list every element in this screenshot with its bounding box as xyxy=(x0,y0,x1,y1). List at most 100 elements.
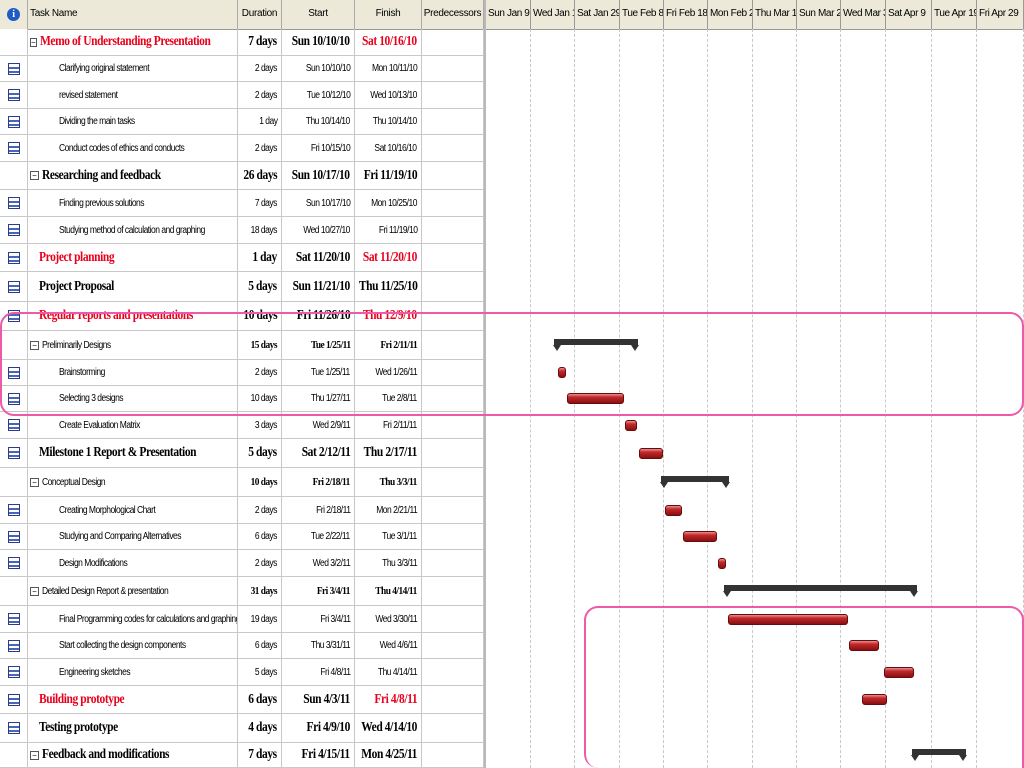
predecessors-cell[interactable] xyxy=(422,29,484,55)
task-row[interactable]: Regular reports and presentations 10 days… xyxy=(0,302,484,331)
duration-cell[interactable]: 2 days xyxy=(238,135,282,161)
finish-cell[interactable]: Wed 4/6/11 xyxy=(355,633,422,658)
task-row[interactable]: − Memo of Understanding Presentation 7 day… xyxy=(0,29,484,56)
predecessors-cell[interactable] xyxy=(422,135,484,161)
start-cell[interactable]: Fri 4/9/10 xyxy=(282,714,355,742)
task-name-cell[interactable]: Creating Morphological Chart xyxy=(28,497,238,523)
task-bar[interactable] xyxy=(639,448,663,459)
predecessors-cell[interactable] xyxy=(422,743,484,767)
task-name-cell[interactable]: Create Evaluation Matrix xyxy=(28,412,238,438)
start-cell[interactable]: Sun 4/3/11 xyxy=(282,686,355,713)
duration-cell[interactable]: 26 days xyxy=(238,162,282,189)
finish-column-header[interactable]: Finish xyxy=(355,0,422,29)
task-name-column-header[interactable]: Task Name xyxy=(28,0,238,29)
task-note-icon[interactable] xyxy=(7,251,20,264)
task-note-icon[interactable] xyxy=(7,639,20,652)
task-row[interactable]: Create Evaluation Matrix 3 days Wed 2/9/11… xyxy=(0,412,484,439)
duration-cell[interactable]: 7 days xyxy=(238,190,282,216)
duration-cell[interactable]: 18 days xyxy=(238,217,282,243)
task-name-cell[interactable]: Conduct codes of ethics and conducts xyxy=(28,135,238,161)
task-row[interactable]: Project planning 1 day Sat 11/20/10 Sat 11/… xyxy=(0,244,484,272)
start-cell[interactable]: Wed 3/2/11 xyxy=(282,550,355,576)
task-name-cell[interactable]: Testing prototype xyxy=(28,714,238,742)
finish-cell[interactable]: Wed 3/30/11 xyxy=(355,606,422,632)
task-row[interactable]: − Feedback and modifications 7 days Fri 4/1… xyxy=(0,743,484,768)
start-cell[interactable]: Tue 2/22/11 xyxy=(282,524,355,549)
task-name-cell[interactable]: − Conceptual Design xyxy=(28,468,238,496)
duration-cell[interactable]: 10 days xyxy=(238,468,282,496)
task-name-cell[interactable]: Start collecting the design components xyxy=(28,633,238,658)
duration-cell[interactable]: 4 days xyxy=(238,714,282,742)
task-row[interactable]: Selecting 3 designs 10 days Thu 1/27/11 Tue… xyxy=(0,386,484,412)
start-cell[interactable]: Tue 1/25/11 xyxy=(282,360,355,385)
predecessors-cell[interactable] xyxy=(422,272,484,301)
duration-cell[interactable]: 2 days xyxy=(238,497,282,523)
task-name-cell[interactable]: Regular reports and presentations xyxy=(28,302,238,330)
start-cell[interactable]: Sun 11/21/10 xyxy=(282,272,355,301)
task-row[interactable]: Dividing the main tasks 1 day Thu 10/14/10… xyxy=(0,109,484,135)
duration-cell[interactable]: 10 days xyxy=(238,302,282,330)
finish-cell[interactable]: Thu 2/17/11 xyxy=(355,439,422,467)
task-row[interactable]: Conduct codes of ethics and conducts 2 da… xyxy=(0,135,484,162)
predecessors-cell[interactable] xyxy=(422,439,484,467)
start-cell[interactable]: Fri 11/26/10 xyxy=(282,302,355,330)
finish-cell[interactable]: Tue 3/1/11 xyxy=(355,524,422,549)
task-note-icon[interactable] xyxy=(7,722,20,734)
task-name-cell[interactable]: − Preliminarily Designs xyxy=(28,331,238,359)
start-cell[interactable]: Fri 4/15/11 xyxy=(282,743,355,767)
summary-bar[interactable] xyxy=(553,339,639,351)
finish-cell[interactable]: Fri 4/8/11 xyxy=(355,686,422,713)
duration-cell[interactable]: 15 days xyxy=(238,331,282,359)
start-cell[interactable]: Sun 10/17/10 xyxy=(282,190,355,216)
predecessors-cell[interactable] xyxy=(422,497,484,523)
task-note-icon[interactable] xyxy=(7,89,20,101)
finish-cell[interactable]: Thu 4/14/11 xyxy=(355,577,422,605)
start-cell[interactable]: Fri 3/4/11 xyxy=(282,577,355,605)
predecessors-cell[interactable] xyxy=(422,109,484,134)
predecessors-cell[interactable] xyxy=(422,244,484,271)
finish-cell[interactable]: Mon 10/11/10 xyxy=(355,56,422,81)
task-row[interactable]: Studying and Comparing Alternatives 6 day… xyxy=(0,524,484,550)
task-row[interactable]: Testing prototype 4 days Fri 4/9/10 Wed 4/1… xyxy=(0,714,484,743)
start-cell[interactable]: Fri 10/15/10 xyxy=(282,135,355,161)
finish-cell[interactable]: Thu 4/14/11 xyxy=(355,659,422,685)
start-cell[interactable]: Sun 10/17/10 xyxy=(282,162,355,189)
start-cell[interactable]: Sat 2/12/11 xyxy=(282,439,355,467)
predecessors-cell[interactable] xyxy=(422,524,484,549)
duration-cell[interactable]: 6 days xyxy=(238,633,282,658)
task-note-icon[interactable] xyxy=(7,666,20,678)
task-name-cell[interactable]: Studying and Comparing Alternatives xyxy=(28,524,238,549)
start-cell[interactable]: Wed 10/27/10 xyxy=(282,217,355,243)
finish-cell[interactable]: Tue 2/8/11 xyxy=(355,386,422,411)
task-bar[interactable] xyxy=(683,531,717,542)
predecessors-cell[interactable] xyxy=(422,633,484,658)
task-bar[interactable] xyxy=(558,367,566,378)
task-note-icon[interactable] xyxy=(7,693,20,706)
task-row[interactable]: − Researching and feedback 26 days Sun 10/1… xyxy=(0,162,484,190)
duration-cell[interactable]: 5 days xyxy=(238,439,282,467)
task-row[interactable]: Engineering sketches 5 days Fri 4/8/11 Thu … xyxy=(0,659,484,686)
task-name-cell[interactable]: − Memo of Understanding Presentation xyxy=(28,29,238,55)
start-cell[interactable]: Sat 11/20/10 xyxy=(282,244,355,271)
task-bar[interactable] xyxy=(849,640,879,651)
task-name-cell[interactable]: Finding previous solutions xyxy=(28,190,238,216)
task-row[interactable]: revised statement 2 days Tue 10/12/10 Wed 1… xyxy=(0,82,484,109)
start-cell[interactable]: Tue 10/12/10 xyxy=(282,82,355,108)
finish-cell[interactable]: Thu 12/9/10 xyxy=(355,302,422,330)
task-name-cell[interactable]: Milestone 1 Report & Presentation xyxy=(28,439,238,467)
task-name-cell[interactable]: Studying method of calculation and graph… xyxy=(28,217,238,243)
duration-cell[interactable]: 3 days xyxy=(238,412,282,438)
predecessors-cell[interactable] xyxy=(422,302,484,330)
task-row[interactable]: Creating Morphological Chart 2 days Fri 2/… xyxy=(0,497,484,524)
task-note-icon[interactable] xyxy=(7,504,20,516)
task-row[interactable]: Building prototype 6 days Sun 4/3/11 Fri 4/… xyxy=(0,686,484,714)
start-column-header[interactable]: Start xyxy=(282,0,355,29)
start-cell[interactable]: Sun 10/10/10 xyxy=(282,29,355,55)
task-name-cell[interactable]: Clarifying original statement xyxy=(28,56,238,81)
finish-cell[interactable]: Mon 4/25/11 xyxy=(355,743,422,767)
task-row[interactable]: Project Proposal 5 days Sun 11/21/10 Thu 11… xyxy=(0,272,484,302)
finish-cell[interactable]: Thu 3/3/11 xyxy=(355,550,422,576)
predecessors-cell[interactable] xyxy=(422,360,484,385)
predecessors-cell[interactable] xyxy=(422,550,484,576)
task-name-cell[interactable]: Final Programming codes for calculations… xyxy=(28,606,238,632)
